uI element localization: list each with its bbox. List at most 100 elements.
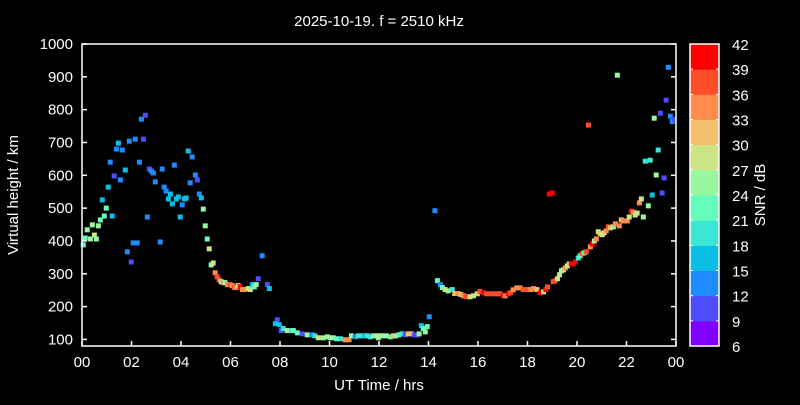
data-point: [474, 291, 480, 297]
x-axis: 00 02 04 06 08 10 12 14 16 18 20 22 00: [74, 341, 684, 371]
data-point: [502, 293, 508, 299]
colorbar-tick-label: 15: [732, 264, 749, 281]
data-point: [334, 336, 340, 342]
data-point: [264, 282, 270, 288]
x-tick-label: 10: [321, 354, 338, 371]
x-tick-label: 08: [272, 354, 289, 371]
data-point: [355, 333, 361, 339]
y-tick-label: 700: [48, 134, 73, 151]
data-point: [346, 337, 352, 343]
data-point: [408, 331, 414, 337]
data-point: [312, 333, 318, 339]
data-point: [665, 64, 671, 70]
colorbar-bin: [690, 144, 719, 171]
data-point: [115, 140, 121, 146]
y-axis-label: Virtual height / km: [5, 135, 22, 255]
data-point: [525, 287, 530, 293]
x-tick-label: 00: [74, 354, 91, 371]
data-point: [546, 191, 552, 197]
data-point: [396, 332, 402, 338]
data-point: [367, 334, 373, 340]
y-tick-label: 400: [48, 233, 73, 250]
x-tick-label: 12: [371, 354, 388, 371]
data-point: [626, 214, 632, 220]
colorbar-bin: [690, 245, 719, 271]
data-points: [80, 64, 677, 343]
data-point: [614, 72, 620, 78]
data-point: [449, 287, 455, 293]
data-point: [432, 208, 438, 214]
colorbar-bin: [690, 270, 719, 297]
data-point: [144, 214, 150, 220]
data-point: [426, 314, 432, 320]
data-point: [324, 334, 330, 340]
data-point: [130, 240, 136, 246]
data-point: [657, 110, 663, 116]
colorbar-tick-label: 12: [732, 289, 749, 306]
data-point: [543, 287, 549, 293]
data-point: [467, 294, 473, 300]
x-tick-label: 18: [519, 354, 536, 371]
data-point: [105, 184, 111, 190]
data-point: [383, 333, 389, 339]
data-point: [304, 332, 310, 338]
data-point: [183, 195, 189, 201]
data-point: [661, 175, 667, 181]
data-point: [520, 287, 526, 293]
data-point: [122, 167, 128, 173]
data-point: [179, 202, 185, 208]
data-point: [640, 214, 646, 220]
data-point: [225, 282, 231, 288]
data-point: [663, 97, 669, 103]
data-point: [634, 210, 640, 216]
data-point: [651, 115, 657, 121]
data-point: [200, 206, 206, 212]
data-point: [266, 286, 272, 292]
data-point: [422, 329, 428, 335]
colorbar-bin: [690, 195, 719, 221]
data-point: [612, 221, 618, 227]
data-point: [593, 236, 599, 242]
data-point: [198, 195, 204, 201]
data-point: [610, 224, 616, 230]
colorbar-bin: [690, 44, 719, 70]
data-point: [480, 290, 486, 296]
data-point: [607, 225, 613, 231]
y-tick-label: 500: [48, 200, 73, 217]
data-point: [84, 227, 90, 233]
data-point: [364, 333, 370, 339]
colorbar-bin: [690, 119, 719, 146]
data-point: [140, 136, 146, 142]
data-point: [202, 223, 208, 229]
y-tick-label: 900: [48, 69, 73, 86]
data-point: [87, 236, 93, 242]
data-point: [276, 322, 282, 328]
data-point: [284, 328, 290, 334]
colorbar-bin: [690, 220, 719, 246]
data-point: [274, 317, 280, 323]
data-point: [424, 324, 430, 330]
data-point: [534, 287, 540, 293]
data-point: [530, 286, 536, 292]
data-point: [507, 290, 513, 296]
data-point: [214, 274, 220, 280]
data-point: [649, 192, 655, 198]
data-point: [585, 122, 591, 128]
y-tick-label: 300: [48, 266, 73, 283]
data-point: [352, 334, 358, 340]
data-point: [549, 190, 555, 196]
x-tick-label: 06: [222, 354, 239, 371]
data-point: [537, 290, 543, 296]
data-point: [255, 276, 261, 282]
data-point: [247, 287, 253, 293]
data-point: [167, 191, 173, 197]
data-point: [554, 276, 560, 282]
data-point: [399, 331, 405, 337]
colorbar-tick-label: 24: [732, 188, 749, 205]
data-point: [99, 197, 105, 203]
data-point: [620, 218, 626, 224]
data-point: [136, 159, 142, 165]
data-point: [117, 177, 123, 183]
y-tick-label: 100: [48, 331, 73, 348]
